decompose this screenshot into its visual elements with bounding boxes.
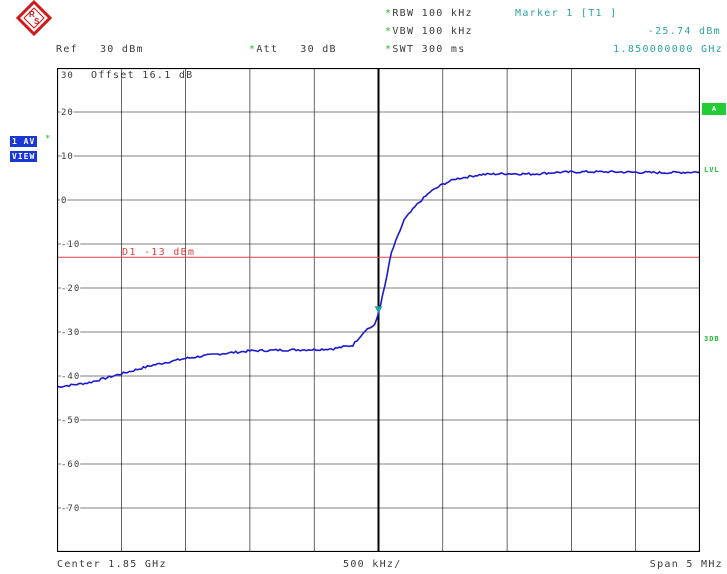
y-tick-label: -40	[61, 372, 80, 382]
3db-label: 3DB	[704, 335, 720, 343]
marker-1[interactable]	[374, 306, 383, 314]
ref-readout: Ref 30 dBm	[56, 44, 144, 55]
y-axis-labels: 30 20 10 0 -10 -20 -30 -40 -50 -60 -70	[60, 70, 81, 516]
svg-text:S: S	[34, 17, 40, 26]
vbw-readout: *VBW 100 kHz	[385, 26, 473, 37]
y-tick-label: 0	[61, 196, 67, 206]
y-tick-label: 10	[61, 152, 74, 162]
y-tick-label: 20	[61, 108, 74, 118]
a-badge[interactable]: A	[702, 103, 726, 115]
trace-1	[57, 169, 700, 389]
display-line-label: D1 -13 dBm	[122, 247, 195, 258]
marker-frequency: 1.850000000 GHz	[613, 44, 723, 55]
view-badge[interactable]: VIEW	[10, 151, 38, 162]
y-tick-label: -50	[61, 416, 80, 426]
y-tick-label: -10	[61, 240, 80, 250]
plot-border	[57, 68, 700, 552]
marker-level: -25.74 dBm	[647, 26, 721, 37]
svg-text:R: R	[29, 10, 35, 19]
rohde-schwarz-logo: R S	[15, 0, 53, 37]
frequency-per-division: 500 kHz/	[343, 559, 402, 570]
y-tick-label: -30	[61, 328, 80, 338]
rbw-readout: *RBW 100 kHz	[385, 8, 473, 19]
swt-readout: *SWT 300 ms	[385, 44, 466, 55]
span-label: Span 5 MHz	[649, 559, 723, 570]
lvl-label: LVL	[704, 166, 720, 174]
y-tick-label: -20	[61, 284, 80, 294]
offset-label: Offset 16.1 dB	[91, 70, 194, 81]
att-readout: *Att 30 dB	[249, 44, 337, 55]
trace-star: *	[45, 134, 52, 144]
center-frequency: Center 1.85 GHz	[57, 559, 167, 570]
y-tick-label: -70	[61, 504, 80, 514]
grid	[57, 68, 700, 552]
y-tick-label: 30	[61, 71, 74, 81]
marker-title: Marker 1 [T1 ]	[515, 8, 618, 19]
trace-av-badge[interactable]: 1 AV	[10, 136, 38, 147]
y-tick-label: -60	[61, 460, 80, 470]
